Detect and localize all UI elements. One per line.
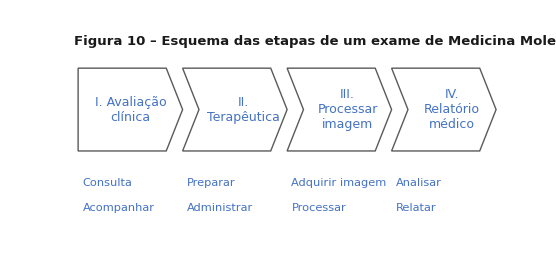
Polygon shape xyxy=(78,68,182,151)
Text: Adquirir imagem: Adquirir imagem xyxy=(291,177,386,187)
Text: Preparar: Preparar xyxy=(187,177,236,187)
Polygon shape xyxy=(391,68,496,151)
Text: III.
Processar
imagem: III. Processar imagem xyxy=(317,88,378,131)
Text: Figura 10 – Esquema das etapas de um exame de Medicina Molecular: Figura 10 – Esquema das etapas de um exa… xyxy=(74,35,556,48)
Text: Consulta: Consulta xyxy=(82,177,132,187)
Polygon shape xyxy=(287,68,391,151)
Text: Relatar: Relatar xyxy=(396,203,436,213)
Text: I. Avaliação
clínica: I. Avaliação clínica xyxy=(95,95,166,124)
Text: IV.
Relatório
médico: IV. Relatório médico xyxy=(424,88,480,131)
Polygon shape xyxy=(182,68,287,151)
Text: Administrar: Administrar xyxy=(187,203,253,213)
Text: Processar: Processar xyxy=(291,203,346,213)
Text: Analisar: Analisar xyxy=(396,177,442,187)
Text: II.
Terapêutica: II. Terapêutica xyxy=(207,95,280,124)
Text: Acompanhar: Acompanhar xyxy=(82,203,155,213)
